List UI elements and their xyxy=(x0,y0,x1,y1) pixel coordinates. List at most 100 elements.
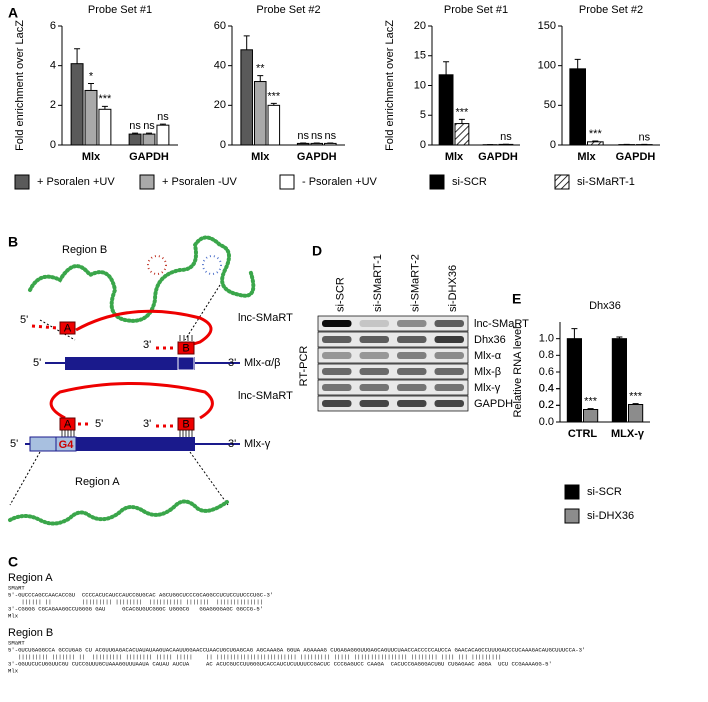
significance: ns xyxy=(143,120,155,132)
x-tick-label: GAPDH xyxy=(129,151,169,163)
bar xyxy=(438,74,454,146)
y-tick-label: 4 xyxy=(50,60,56,72)
error-bar xyxy=(571,328,578,339)
bar xyxy=(569,68,586,146)
panel-d: RT-PCR si-SCR si-SMaRT-1 si-SMaRT-2 si-DHX3… xyxy=(298,254,529,412)
box-label: B xyxy=(182,418,189,430)
bar xyxy=(84,89,98,146)
y-tick-label: 0.0 xyxy=(539,416,554,428)
chart-title: Probe Set #1 xyxy=(88,4,152,16)
y-tick-label: 15 xyxy=(414,50,426,62)
exon xyxy=(65,357,195,370)
gene-label: Mlx-γ xyxy=(244,438,271,450)
x-tick-label: GAPDH xyxy=(616,151,656,163)
error-bar xyxy=(243,35,250,50)
bar xyxy=(310,142,324,146)
error-bar xyxy=(74,48,81,64)
legend-label: + Psoralen -UV xyxy=(162,176,238,188)
legend-label: si-SCR xyxy=(587,486,622,498)
box-label: A xyxy=(64,418,72,430)
y-tick-label: 1.0 xyxy=(539,333,554,345)
y-tick-label: 0 xyxy=(50,139,56,151)
gel-strip xyxy=(317,315,469,332)
end-label: 3' xyxy=(143,339,151,351)
end-label: 5' xyxy=(20,314,28,326)
error-bar xyxy=(146,132,152,135)
lane-label: si-SMaRT-2 xyxy=(410,254,422,312)
end-label: 5' xyxy=(33,357,41,369)
gel-band xyxy=(322,400,352,407)
bar xyxy=(296,142,310,146)
bar xyxy=(70,63,84,146)
legend-label: si-SMaRT-1 xyxy=(577,176,635,188)
bar xyxy=(128,133,142,146)
gel-strip xyxy=(317,363,469,380)
error-bar xyxy=(574,58,581,69)
strand xyxy=(31,324,59,330)
seq-name: SMaRT xyxy=(8,584,25,591)
error-bar xyxy=(101,105,108,110)
y-tick-label: 0 xyxy=(420,139,426,151)
gel-band xyxy=(397,384,427,391)
gel-band xyxy=(397,400,427,407)
y-axis-label: Fold enrichment over LacZ xyxy=(384,20,396,151)
region-label: Region B xyxy=(62,244,107,256)
significance: *** xyxy=(267,90,281,102)
gel-band xyxy=(359,384,389,391)
g4-site xyxy=(55,436,77,452)
significance: *** xyxy=(589,128,603,140)
box-label: B xyxy=(182,342,189,354)
y-tick-label: 10 xyxy=(414,79,426,91)
chart-title: Probe Set #2 xyxy=(579,4,643,16)
x-tick-label: Mlx xyxy=(445,151,464,163)
gel-band xyxy=(359,320,389,327)
significance: ns xyxy=(639,131,651,143)
bar xyxy=(587,141,604,146)
end-label: 3' xyxy=(143,418,151,430)
row-label: Mlx-α xyxy=(474,350,502,362)
row-label: Mlx-β xyxy=(474,366,501,378)
bar xyxy=(156,124,170,146)
guide xyxy=(39,319,76,341)
x-tick-label: Mlx xyxy=(82,151,101,163)
lnc-strand xyxy=(49,382,214,420)
significance: ns xyxy=(297,130,309,142)
gel-band xyxy=(397,352,427,359)
row-label: GAPDH xyxy=(474,398,513,410)
gel-band xyxy=(434,352,464,359)
gel-band xyxy=(322,384,352,391)
pairing xyxy=(61,430,193,437)
x-tick-label: MLX-γ xyxy=(611,428,645,440)
error-bar xyxy=(270,102,277,106)
panel-label: C xyxy=(8,554,18,570)
error-bar xyxy=(616,336,623,339)
error-bar xyxy=(88,83,94,91)
legend-label: - Psoralen +UV xyxy=(302,176,378,188)
gel-band xyxy=(434,384,464,391)
y-tick-label: 6 xyxy=(50,20,56,32)
rna-label: lnc-SMaRT xyxy=(238,312,293,324)
bar xyxy=(142,133,156,146)
box-label: A xyxy=(64,322,72,334)
y-tick-label: 0.2 xyxy=(539,399,554,411)
rna-structure xyxy=(8,499,229,526)
y-tick-label: 100 xyxy=(538,60,556,72)
y-tick-label: 20 xyxy=(214,99,226,111)
bar xyxy=(253,81,267,146)
bar xyxy=(628,404,644,423)
y-axis-label: Fold enrichment over LacZ xyxy=(14,20,26,151)
chart-title: Probe Set #1 xyxy=(444,4,508,16)
lane-label: si-DHX36 xyxy=(447,265,459,312)
y-tick-label: 20 xyxy=(414,20,426,32)
box-b xyxy=(177,341,195,355)
error-bar xyxy=(132,132,139,135)
error-bar xyxy=(592,140,599,142)
y-tick-label: 0.8 xyxy=(539,349,554,361)
row-label: Mlx-γ xyxy=(474,382,501,394)
gel-band xyxy=(359,368,389,375)
gel-band xyxy=(322,320,352,327)
end-label: 5' xyxy=(95,418,103,430)
significance: ** xyxy=(256,62,265,74)
significance: ns xyxy=(129,120,141,132)
bar xyxy=(240,49,253,146)
